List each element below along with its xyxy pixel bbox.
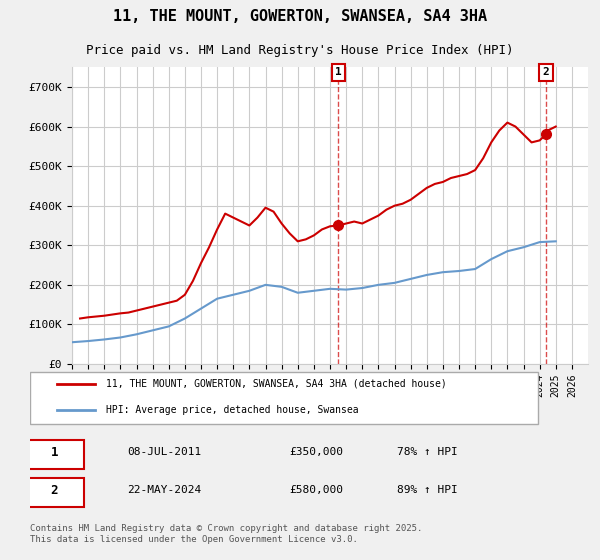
Text: £580,000: £580,000 — [289, 485, 343, 495]
FancyBboxPatch shape — [25, 441, 84, 469]
Text: 2: 2 — [542, 67, 549, 77]
Text: HPI: Average price, detached house, Swansea: HPI: Average price, detached house, Swan… — [106, 405, 358, 415]
FancyBboxPatch shape — [25, 478, 84, 507]
Text: 2: 2 — [50, 483, 58, 497]
Text: 11, THE MOUNT, GOWERTON, SWANSEA, SA4 3HA (detached house): 11, THE MOUNT, GOWERTON, SWANSEA, SA4 3H… — [106, 379, 446, 389]
Text: £350,000: £350,000 — [289, 447, 343, 457]
Text: 89% ↑ HPI: 89% ↑ HPI — [397, 485, 458, 495]
Text: Contains HM Land Registry data © Crown copyright and database right 2025.
This d: Contains HM Land Registry data © Crown c… — [30, 524, 422, 544]
Text: Price paid vs. HM Land Registry's House Price Index (HPI): Price paid vs. HM Land Registry's House … — [86, 44, 514, 57]
Text: 1: 1 — [50, 446, 58, 459]
Text: 08-JUL-2011: 08-JUL-2011 — [127, 447, 202, 457]
Text: 11, THE MOUNT, GOWERTON, SWANSEA, SA4 3HA: 11, THE MOUNT, GOWERTON, SWANSEA, SA4 3H… — [113, 10, 487, 24]
Text: 78% ↑ HPI: 78% ↑ HPI — [397, 447, 458, 457]
Text: 1: 1 — [335, 67, 342, 77]
Text: 22-MAY-2024: 22-MAY-2024 — [127, 485, 202, 495]
FancyBboxPatch shape — [30, 372, 538, 424]
